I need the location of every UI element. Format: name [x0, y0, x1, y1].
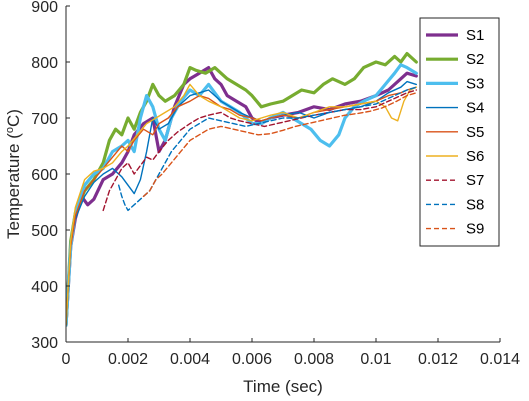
x-tick-label: 0.008: [294, 351, 334, 368]
x-tick-label: 0.004: [170, 351, 210, 368]
x-tick-label: 0.014: [480, 351, 520, 368]
legend-label-s1: S1: [466, 27, 484, 44]
series-line-s9: [142, 92, 417, 198]
x-axis-label: Time (sec): [243, 377, 323, 396]
y-tick-label: 700: [31, 111, 58, 128]
y-axis-label-main: Temperature (: [4, 133, 23, 239]
legend: S1 S2 S3 S4 S5 S6 S7 S8 S9: [419, 17, 500, 247]
series-line-s8: [118, 86, 417, 212]
series-layer: [66, 52, 418, 327]
y-tick-label: 300: [31, 335, 58, 352]
y-tick-label: 500: [31, 223, 58, 240]
y-tick-label: 800: [31, 55, 58, 72]
legend-label-s7: S7: [466, 172, 484, 189]
legend-label-s3: S3: [466, 75, 484, 92]
legend-label-s9: S9: [466, 221, 484, 238]
x-tick-label: 0.002: [108, 351, 148, 368]
series-line-s1: [66, 66, 418, 327]
y-axis-label-superscript: o: [4, 127, 16, 133]
x-tick-label: 0.006: [232, 351, 272, 368]
legend-label-s8: S8: [466, 196, 484, 213]
x-tick-label: 0.01: [360, 351, 391, 368]
legend-label-s2: S2: [466, 51, 484, 68]
x-tick-label: 0: [62, 351, 71, 368]
y-axis-label: Temperature (oC): [4, 109, 23, 239]
y-axis-label-unit: C): [4, 109, 23, 127]
legend-label-s5: S5: [466, 124, 484, 141]
series-line-s7: [102, 89, 417, 212]
x-tick-label: 0.012: [418, 351, 458, 368]
series-line-s2: [66, 52, 418, 327]
legend-label-s4: S4: [466, 100, 484, 117]
legend-label-s6: S6: [466, 148, 484, 165]
series-line-s6: [66, 83, 417, 326]
y-tick-label: 600: [31, 167, 58, 184]
y-tick-label: 400: [31, 279, 58, 296]
y-tick-label: 900: [31, 0, 58, 16]
ticks: 0 0.002 0.004 0.006 0.008 0.01 0.012 0.014 300 40…: [31, 0, 520, 368]
